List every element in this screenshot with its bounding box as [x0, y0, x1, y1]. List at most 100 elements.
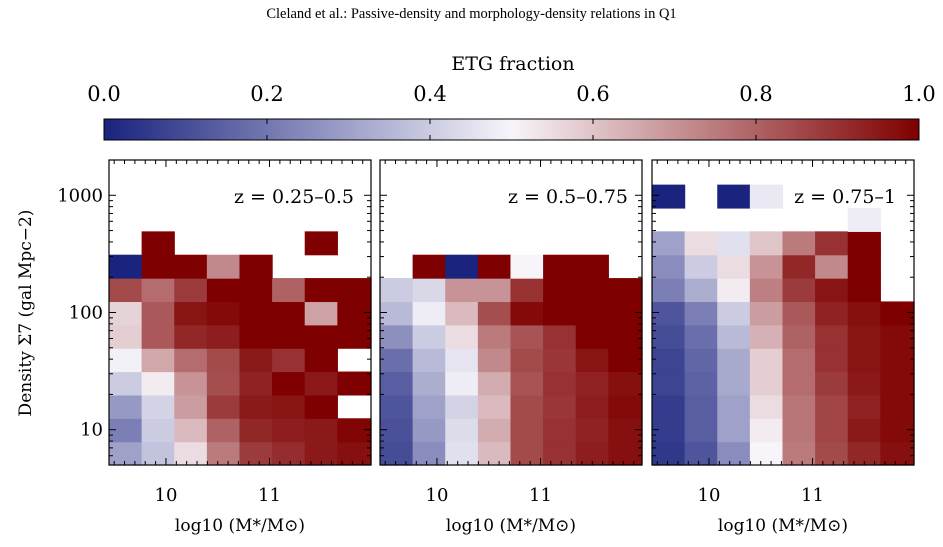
heatmap-cell [477, 278, 512, 303]
heatmap-cell [206, 441, 241, 466]
x-axis-label: log10 (M*/M⊙) [446, 516, 576, 536]
heatmap-cell [510, 371, 544, 396]
heatmap-cell [510, 278, 544, 303]
x-tick-label: 10 [155, 485, 178, 506]
heatmap-cell [717, 301, 751, 326]
heatmap-cell [412, 348, 446, 373]
heatmap-cell [445, 418, 479, 443]
heatmap-cell [652, 231, 686, 256]
heatmap-cell [510, 301, 544, 326]
panel-high-z: 10 11 z = 0.75–1 log10 (M*/M⊙) [651, 159, 915, 536]
heatmap-cell [337, 441, 372, 466]
heatmap-cell [412, 394, 446, 419]
heatmap-cell [412, 324, 446, 349]
heatmap-cell [749, 301, 784, 326]
colorbar-tick-label: 0.0 [87, 82, 120, 106]
heatmap-cell [782, 441, 816, 466]
heatmap-cell [141, 441, 175, 466]
heatmap-cell [304, 418, 338, 443]
heatmap-cell [304, 324, 338, 349]
heatmap-cell [477, 254, 512, 279]
heatmap-cell [717, 324, 751, 349]
heatmap-cell [445, 324, 479, 349]
heatmap-cell [782, 301, 816, 326]
heatmap-cell [652, 394, 686, 419]
heatmap-cell [717, 231, 751, 256]
heatmap-cell [749, 418, 784, 443]
heatmap-cell [174, 324, 208, 349]
heatmap-cell [380, 394, 414, 419]
heatmap-cell [815, 231, 849, 256]
heatmap-cell [880, 324, 915, 349]
heatmap-cell [174, 418, 208, 443]
heatmap-cell [141, 371, 175, 396]
heatmap-cell [337, 371, 372, 396]
heatmap-cell [109, 301, 143, 326]
heatmap-cell [815, 278, 849, 303]
heatmap-cell [652, 184, 686, 209]
heatmap-cell [206, 348, 241, 373]
colorbar-tick-label: 0.8 [739, 82, 772, 106]
x-tick-label: 11 [801, 485, 824, 506]
heatmap-cell [380, 371, 414, 396]
heatmap-cell [206, 371, 241, 396]
heatmap-cell [880, 441, 915, 466]
x-tick-label: 11 [529, 485, 552, 506]
heatmap-cell [684, 418, 718, 443]
heatmap-cell [543, 348, 577, 373]
heatmap-cell [847, 394, 881, 419]
heatmap-cell [652, 278, 686, 303]
heatmap-cell [141, 418, 175, 443]
heatmap-cell [206, 324, 241, 349]
heatmap-cell [782, 418, 816, 443]
y-tick-label: 1000 [57, 185, 103, 206]
heatmap-cell [717, 441, 751, 466]
heatmap-cell [141, 348, 175, 373]
heatmap-cell [717, 371, 751, 396]
heatmap-cell [380, 418, 414, 443]
heatmap-cell [815, 441, 849, 466]
heatmap-cell [543, 254, 577, 279]
heatmap-cell [272, 324, 306, 349]
heatmap-cell [749, 348, 784, 373]
heatmap-cell [141, 394, 175, 419]
heatmap-cell [510, 394, 544, 419]
heatmap-cell [782, 394, 816, 419]
heatmap-cell [847, 207, 881, 232]
heatmap-cell [815, 301, 849, 326]
heatmap-cell [749, 254, 784, 279]
heatmap-cell [717, 278, 751, 303]
heatmap-cells-panel-2 [380, 254, 643, 466]
heatmap-cell [445, 278, 479, 303]
heatmap-cell [717, 394, 751, 419]
heatmap-cell [575, 254, 609, 279]
heatmap-cell [380, 301, 414, 326]
heatmap-cell [206, 254, 241, 279]
heatmap-cell [815, 371, 849, 396]
heatmap-cell [510, 418, 544, 443]
heatmap-cell [174, 441, 208, 466]
panel-title: z = 0.5–0.75 [508, 186, 628, 208]
heatmap-cell [272, 301, 306, 326]
heatmap-cell [380, 278, 414, 303]
heatmap-cell [782, 324, 816, 349]
heatmap-cell [847, 441, 881, 466]
heatmap-cell [141, 278, 175, 303]
heatmap-cell [684, 301, 718, 326]
heatmap-cell [608, 394, 643, 419]
heatmap-cell [782, 254, 816, 279]
heatmap-cell [304, 348, 338, 373]
heatmap-cell [749, 324, 784, 349]
heatmap-cell [380, 324, 414, 349]
colorbar-tick-label: 0.4 [413, 82, 446, 106]
heatmap-cell [847, 254, 881, 279]
heatmap-cell [141, 231, 175, 256]
heatmap-cell [304, 394, 338, 419]
heatmap-cell [174, 348, 208, 373]
heatmap-cell [477, 371, 512, 396]
colorbar-tick-label: 0.6 [576, 82, 609, 106]
heatmap-cell [239, 371, 273, 396]
heatmap-cell [510, 254, 544, 279]
heatmap-cell [239, 324, 273, 349]
